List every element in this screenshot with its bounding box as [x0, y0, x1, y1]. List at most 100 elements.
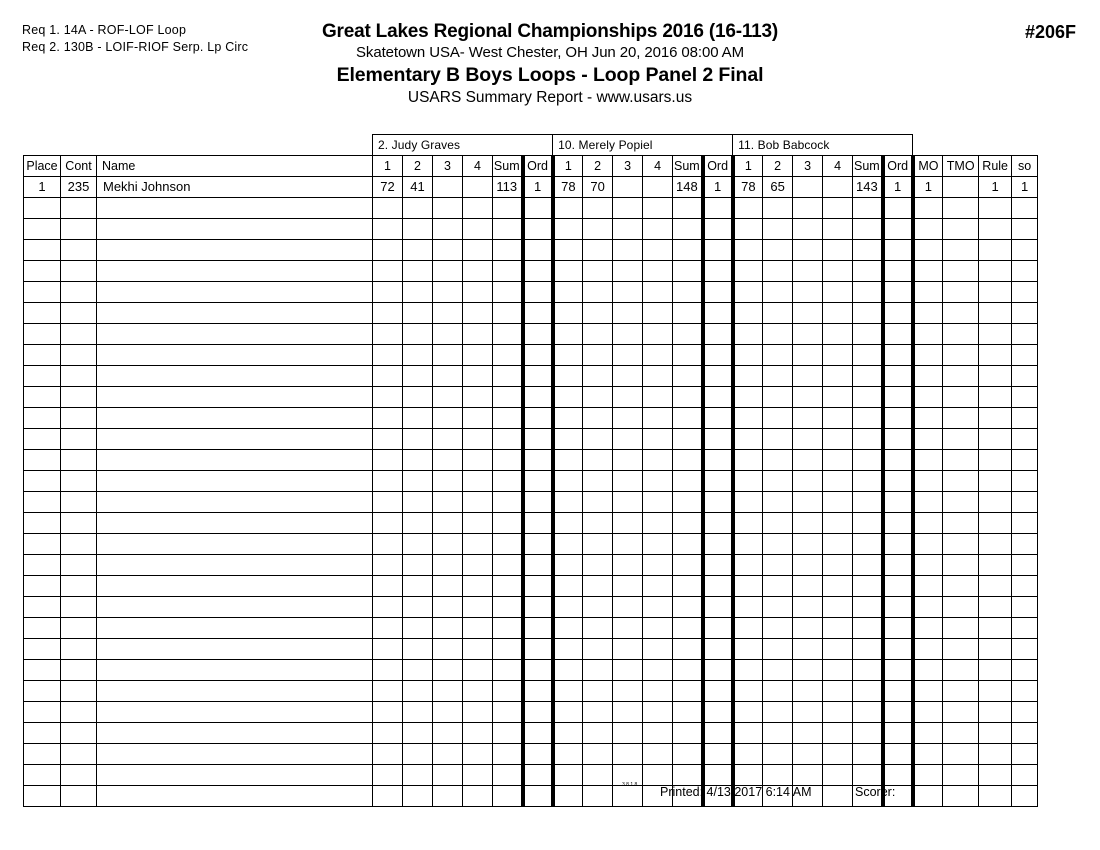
cell-empty: [372, 239, 404, 261]
cell-empty: [432, 407, 464, 429]
cell-empty: [1011, 533, 1039, 555]
cell-empty: [642, 386, 674, 408]
cell-empty: [432, 449, 464, 471]
cell-empty: [762, 617, 794, 639]
column-header-mo: MO: [912, 155, 944, 177]
cell-empty: [23, 449, 61, 471]
cell-empty: [822, 659, 854, 681]
cell-empty: [642, 743, 674, 765]
cell-empty: [942, 533, 980, 555]
cell-empty: [95, 554, 374, 576]
cell-empty: [462, 449, 494, 471]
cell-empty: [792, 701, 824, 723]
cell-empty: [700, 365, 735, 387]
cell-empty: [732, 302, 764, 324]
cell-empty: [552, 239, 584, 261]
cell-empty: [880, 386, 915, 408]
cell-empty: [942, 197, 980, 219]
cell-empty: [912, 659, 944, 681]
cell-empty: [612, 554, 644, 576]
cell-empty: [582, 638, 614, 660]
cell-empty: [552, 197, 584, 219]
cell-empty: [700, 386, 735, 408]
cell-empty: [672, 596, 704, 618]
cell-empty: [822, 407, 854, 429]
cell-empty: [792, 302, 824, 324]
cell-empty: [732, 344, 764, 366]
cell-j1-score-4: [462, 176, 494, 198]
cell-empty: [732, 701, 764, 723]
cell-name: Mekhi Johnson: [95, 176, 374, 198]
cell-empty: [822, 239, 854, 261]
title-block: Great Lakes Regional Championships 2016 …: [0, 21, 1100, 108]
cell-empty: [672, 575, 704, 597]
cell-empty: [762, 449, 794, 471]
cell-empty: [552, 638, 584, 660]
cell-empty: [552, 407, 584, 429]
cell-empty: [880, 344, 915, 366]
cell-empty: [912, 575, 944, 597]
cell-empty: [942, 386, 980, 408]
cell-empty: [432, 344, 464, 366]
cell-empty: [432, 365, 464, 387]
table-row-empty: [23, 638, 1039, 660]
cell-empty: [23, 743, 61, 765]
cell-empty: [852, 344, 884, 366]
cell-empty: [520, 491, 555, 513]
cell-empty: [432, 743, 464, 765]
cell-empty: [492, 659, 524, 681]
cell-empty: [642, 491, 674, 513]
cell-empty: [762, 365, 794, 387]
cell-empty: [462, 680, 494, 702]
cell-empty: [520, 680, 555, 702]
column-header-j3-2: 2: [762, 155, 794, 177]
cell-empty: [372, 449, 404, 471]
column-header-j2-4: 4: [642, 155, 674, 177]
table-row-empty: [23, 575, 1039, 597]
cell-empty: [978, 470, 1013, 492]
cell-empty: [912, 239, 944, 261]
cell-empty: [822, 596, 854, 618]
cell-empty: [462, 197, 494, 219]
cell-empty: [792, 491, 824, 513]
cell-empty: [402, 239, 434, 261]
cell-empty: [402, 743, 434, 765]
cell-empty: [612, 680, 644, 702]
column-header-so: so: [1011, 155, 1039, 177]
cell-empty: [582, 218, 614, 240]
cell-empty: [732, 449, 764, 471]
cell-empty: [402, 512, 434, 534]
cell-empty: [612, 281, 644, 303]
cell-empty: [60, 512, 97, 534]
cell-empty: [732, 512, 764, 534]
cell-empty: [372, 302, 404, 324]
cell-empty: [372, 323, 404, 345]
cell-empty: [1011, 596, 1039, 618]
cell-so: 1: [1011, 176, 1039, 198]
cell-empty: [582, 323, 614, 345]
cell-empty: [402, 554, 434, 576]
table-row-empty: [23, 239, 1039, 261]
cell-empty: [642, 701, 674, 723]
cell-empty: [852, 302, 884, 324]
table-row-empty: [23, 218, 1039, 240]
judge-band-3: 11. Bob Babcock: [732, 134, 914, 156]
table-row-empty: [23, 533, 1039, 555]
cell-empty: [402, 533, 434, 555]
cell-empty: [792, 722, 824, 744]
cell-empty: [372, 701, 404, 723]
cell-empty: [672, 722, 704, 744]
cell-empty: [672, 617, 704, 639]
cell-empty: [880, 659, 915, 681]
cell-empty: [880, 449, 915, 471]
cell-empty: [880, 470, 915, 492]
cell-empty: [852, 533, 884, 555]
cell-empty: [60, 197, 97, 219]
cell-empty: [1011, 260, 1039, 282]
cell-empty: [1011, 302, 1039, 324]
cell-empty: [432, 218, 464, 240]
cell-empty: [432, 386, 464, 408]
cell-empty: [520, 512, 555, 534]
cell-empty: [582, 491, 614, 513]
cell-empty: [492, 554, 524, 576]
